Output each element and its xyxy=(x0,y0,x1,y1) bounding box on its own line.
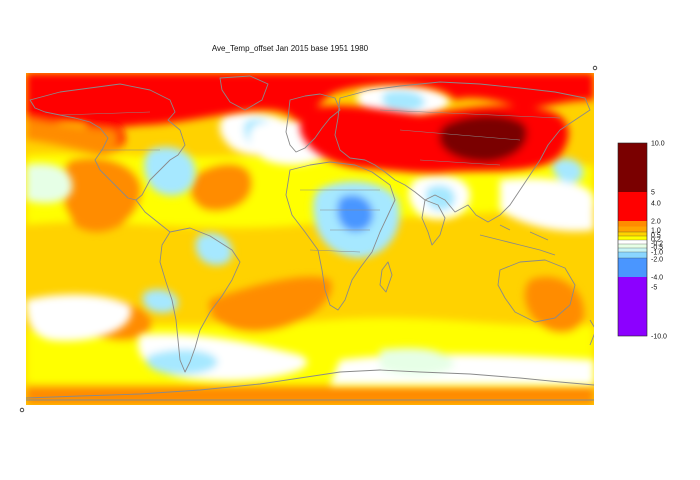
map-title: Ave_Temp_offset Jan 2015 base 1951 1980 xyxy=(212,44,369,53)
colorbar-tick-label: -4.0 xyxy=(651,275,663,282)
colorbar-tick-label: 5 xyxy=(651,190,655,197)
india-outline xyxy=(421,199,446,246)
anomaly-region-orange xyxy=(60,157,142,232)
colorbar-band xyxy=(618,143,647,192)
anomaly-region-light-blue xyxy=(144,146,196,196)
coastline-outlines xyxy=(26,75,594,401)
antarctica-outline xyxy=(26,369,594,401)
colorbar-tick-label: 10.0 xyxy=(651,141,665,148)
colorbar-tick-label: 0.2 xyxy=(651,237,661,244)
south-america-outline xyxy=(159,227,241,373)
colorbar-tick-label: 2.0 xyxy=(651,219,661,226)
anomaly-region-white xyxy=(330,354,594,385)
anomaly-region-white xyxy=(26,294,132,341)
corner-marker xyxy=(592,65,598,71)
new-zealand-outline xyxy=(589,319,594,346)
colorbar-frame xyxy=(617,142,648,337)
australia-outline xyxy=(497,259,576,323)
anomaly-region-blue xyxy=(337,194,373,232)
anomaly-region-deep-red xyxy=(439,115,527,163)
colorbar-band xyxy=(618,236,647,240)
colorbar-band xyxy=(618,248,647,252)
anomaly-map xyxy=(26,73,594,405)
colorbar-tick-label: -0.5 xyxy=(651,245,663,252)
colorbar-tick-label: -0.2 xyxy=(651,241,663,248)
north-america-outline xyxy=(29,83,186,201)
anomaly-region-white xyxy=(500,178,594,232)
colorbar-band xyxy=(618,192,647,203)
country-borders xyxy=(59,109,561,253)
colorbar-tick-label: 4.0 xyxy=(651,201,661,208)
colorbar-tick-label: -2.0 xyxy=(651,257,663,264)
anomaly-region-light-blue xyxy=(142,289,179,313)
colorbar-tick-label: 1.0 xyxy=(651,228,661,235)
anomaly-region-orange xyxy=(524,276,585,333)
anomaly-region-light-blue xyxy=(552,158,584,183)
colorbar-band xyxy=(618,252,647,258)
anomaly-region-light-blue xyxy=(195,232,233,266)
europe-outline xyxy=(285,93,341,153)
anomaly-region-orange xyxy=(26,118,118,155)
colorbar-tick-label: 0.5 xyxy=(651,233,661,240)
colorbar-tick-label: -1.0 xyxy=(651,250,663,257)
anomaly-region-orange xyxy=(189,163,253,212)
colorbar-band xyxy=(618,240,647,244)
greenland-outline xyxy=(219,75,269,111)
colorbar-band xyxy=(618,232,647,236)
madagascar-outline xyxy=(379,261,393,293)
anomaly-region-orange xyxy=(209,276,332,333)
anomaly-region-mint xyxy=(380,348,455,376)
asia-outline xyxy=(334,81,591,223)
central-america-outline xyxy=(135,199,171,233)
colorbar-band xyxy=(618,277,647,336)
anomaly-region-light-blue xyxy=(382,90,425,112)
colorbar-band xyxy=(618,244,647,248)
anomaly-region-red xyxy=(26,73,594,127)
colorbar-tick-label: -10.0 xyxy=(651,334,667,341)
anomaly-region-mint xyxy=(26,163,73,203)
corner-marker xyxy=(19,407,25,413)
colorbar-tick-label: -5 xyxy=(651,285,657,292)
colorbar: 10.0 5 4.0 2.0 1.00.50.2-0.2-0.5-1.0-2.0 -4.0… xyxy=(617,141,667,341)
southeast-asia-islands-outline xyxy=(479,224,556,256)
colorbar-band xyxy=(618,221,647,227)
colorbar-band xyxy=(618,203,647,221)
colorbar-band xyxy=(618,226,647,232)
colorbar-band xyxy=(618,258,647,277)
africa-outline xyxy=(285,161,396,311)
anomaly-region-light-blue xyxy=(146,349,218,375)
